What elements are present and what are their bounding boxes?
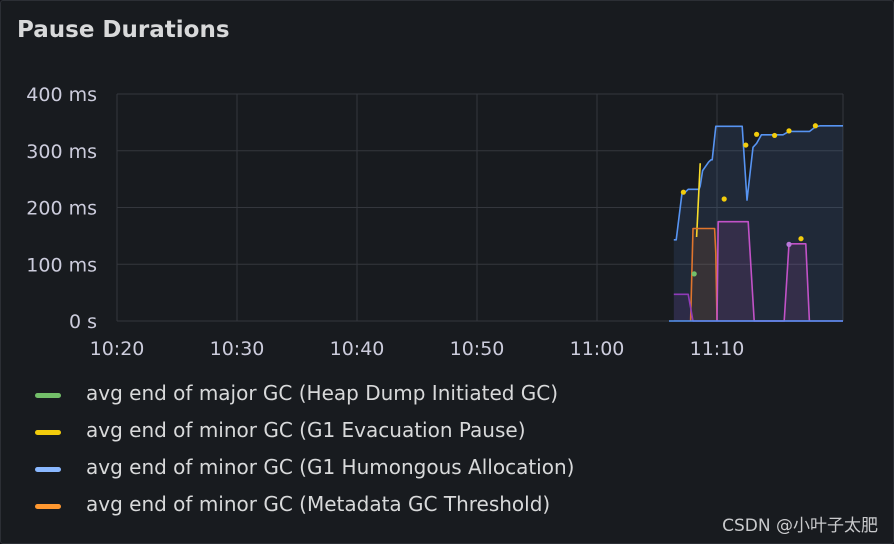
data-point <box>798 236 804 242</box>
x-tick-label: 10:20 <box>90 338 145 360</box>
legend-label: avg end of major GC (Heap Dump Initiated… <box>86 381 559 405</box>
x-tick-label: 11:00 <box>570 338 625 360</box>
data-point <box>691 271 697 277</box>
series-area <box>690 228 717 321</box>
y-tick-label: 0 s <box>69 311 97 333</box>
x-tick-label: 10:40 <box>330 338 385 360</box>
series-area <box>673 294 843 321</box>
data-point <box>721 196 727 202</box>
legend-swatch <box>35 393 61 398</box>
watermark: CSDN @小叶子太肥 <box>722 516 878 536</box>
legend-label: avg end of minor GC (G1 Evacuation Pause… <box>86 418 526 442</box>
data-point <box>786 241 792 247</box>
y-tick-label: 300 ms <box>26 141 97 163</box>
legend-label: avg end of minor GC (Metadata GC Thresho… <box>86 492 551 516</box>
data-point <box>786 128 792 134</box>
data-point <box>743 142 749 148</box>
data-point <box>680 189 687 195</box>
legend-swatch <box>35 430 61 435</box>
data-point <box>812 123 819 129</box>
legend-swatch <box>35 467 61 472</box>
y-tick-label: 100 ms <box>26 254 97 276</box>
data-point <box>772 132 778 139</box>
y-tick-label: 200 ms <box>26 198 97 220</box>
x-tick-label: 10:50 <box>450 338 505 360</box>
pause-durations-chart: 0 s 100 ms 200 ms 300 ms 400 ms 10:20 10:30 10:… <box>26 84 844 360</box>
panel-title[interactable]: Pause Durations <box>17 17 230 43</box>
legend-label: avg end of minor GC (G1 Humongous Alloca… <box>86 455 575 479</box>
y-tick-label: 400 ms <box>26 84 97 106</box>
legend-swatch <box>35 504 61 509</box>
series-line <box>673 124 843 241</box>
data-point <box>754 131 760 137</box>
x-tick-label: 10:30 <box>210 338 265 360</box>
x-tick-label: 11:10 <box>690 338 745 360</box>
series-line <box>689 227 718 322</box>
series-line <box>695 163 701 238</box>
